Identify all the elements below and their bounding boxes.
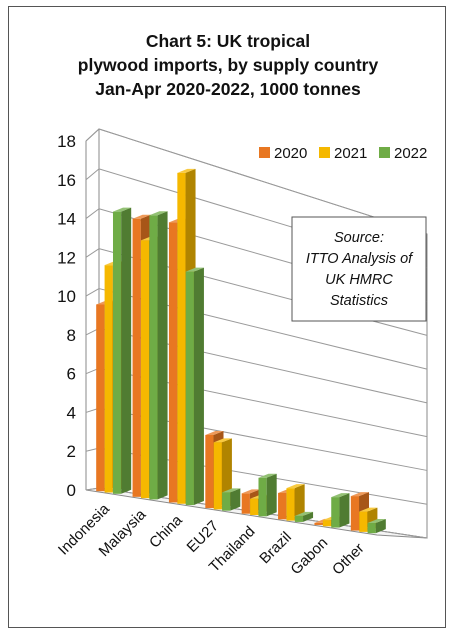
- bar-front: [367, 523, 376, 534]
- bar-top: [177, 168, 196, 173]
- bar-side: [230, 488, 241, 511]
- bar-front: [294, 515, 304, 522]
- bar-top: [331, 493, 350, 498]
- legend-swatch: [379, 147, 390, 158]
- bar-front: [278, 492, 287, 520]
- source-annotation: Source: ITTO Analysis of UK HMRC Statist…: [291, 216, 427, 322]
- bar-front: [286, 488, 295, 521]
- bar-front: [250, 498, 259, 516]
- bar-top: [213, 438, 232, 443]
- bar-top: [112, 207, 132, 212]
- bar-side: [121, 207, 132, 494]
- bar-front: [149, 215, 158, 500]
- x-category-label: EU27: [184, 517, 223, 556]
- source-line: Statistics: [330, 293, 388, 309]
- bar-front: [222, 492, 231, 511]
- bar-top: [258, 473, 277, 478]
- source-line: ITTO Analysis of: [306, 251, 414, 267]
- bar-top: [367, 519, 386, 524]
- bar-top: [205, 431, 224, 436]
- legend-label: 2022: [394, 145, 427, 162]
- bar-top: [359, 507, 378, 512]
- bar-front: [96, 304, 105, 492]
- gridline-side: [85, 248, 100, 258]
- bar-front: [140, 240, 150, 499]
- bar-2022: [222, 488, 241, 511]
- bar-2022: [294, 511, 314, 522]
- gridline-side: [85, 168, 100, 181]
- bar-2022: [112, 207, 132, 494]
- bar-2022: [185, 267, 204, 506]
- bar-top: [149, 211, 168, 216]
- source-line: UK HMRC: [325, 272, 393, 288]
- bar-front: [205, 435, 214, 509]
- bar-front: [185, 271, 194, 506]
- bar-front: [350, 496, 360, 531]
- y-tick-label: 14: [57, 210, 76, 229]
- legend-label: 2021: [334, 145, 367, 162]
- bar-side: [294, 484, 305, 521]
- legend-swatch: [319, 147, 330, 158]
- x-category-label: Other: [329, 540, 368, 579]
- y-tick-label: 6: [67, 365, 76, 384]
- y-tick-label: 16: [57, 171, 76, 190]
- y-tick-label: 2: [67, 442, 76, 461]
- y-tick-label: 8: [67, 326, 76, 345]
- bar-2022: [367, 519, 386, 534]
- bar-front: [314, 522, 323, 525]
- chart-frame: Chart 5: UK tropical plywood imports, by…: [8, 6, 446, 628]
- gridline-side: [85, 288, 100, 297]
- x-category-label: China: [146, 511, 186, 551]
- bar-side: [157, 211, 168, 500]
- bar-side: [339, 493, 350, 528]
- bar-2022: [258, 473, 277, 517]
- bar-top: [241, 489, 260, 494]
- bar-front: [359, 511, 368, 532]
- bar-side: [303, 511, 314, 522]
- chart-svg: Chart 5: UK tropical plywood imports, by…: [55, 31, 428, 579]
- y-tick-label: 0: [67, 481, 76, 500]
- bar-top: [286, 484, 305, 489]
- bar-top: [132, 214, 151, 219]
- y-tick-label: 4: [67, 403, 76, 422]
- x-category-label: Brazil: [256, 529, 295, 568]
- y-tick-label: 10: [57, 287, 76, 306]
- legend-label: 2020: [274, 145, 307, 162]
- gridline-side: [85, 208, 100, 219]
- bar-front: [241, 493, 250, 514]
- chart-title-line: Chart 5: UK tropical: [146, 31, 310, 51]
- bar-front: [104, 265, 113, 493]
- bar-top: [350, 492, 370, 497]
- bar-2021: [286, 484, 305, 521]
- bar-top: [294, 511, 314, 516]
- bar-front: [258, 477, 267, 517]
- bar-2022: [149, 211, 168, 500]
- legend-swatch: [259, 147, 270, 158]
- bar-front: [168, 222, 178, 503]
- bar-top: [222, 488, 241, 493]
- y-tick-label: 18: [57, 132, 76, 151]
- bar-2022: [331, 493, 350, 528]
- chart-title-line: plywood imports, by supply country: [78, 55, 379, 75]
- bar-front: [331, 497, 340, 528]
- bar-side: [375, 519, 386, 534]
- bar-front: [132, 218, 141, 497]
- bar-front: [213, 442, 222, 510]
- bar-side: [193, 267, 204, 506]
- bar-top: [185, 267, 204, 272]
- bar-front: [322, 520, 332, 527]
- gridline-side: [85, 128, 100, 142]
- bar-front: [112, 211, 122, 494]
- legend: 2020 2021 2022: [259, 145, 427, 162]
- chart-title-line: Jan-Apr 2020-2022, 1000 tonnes: [95, 79, 361, 99]
- chart-title: Chart 5: UK tropical plywood imports, by…: [78, 31, 379, 99]
- bars: [96, 168, 386, 534]
- source-box-border: [291, 216, 427, 322]
- source-line: Source:: [334, 230, 384, 246]
- bar-front: [177, 172, 186, 504]
- bar-side: [266, 473, 277, 517]
- y-tick-label: 12: [57, 248, 76, 267]
- y-axis: 0 2 4 6 8 10 12 14 16 18: [57, 132, 76, 500]
